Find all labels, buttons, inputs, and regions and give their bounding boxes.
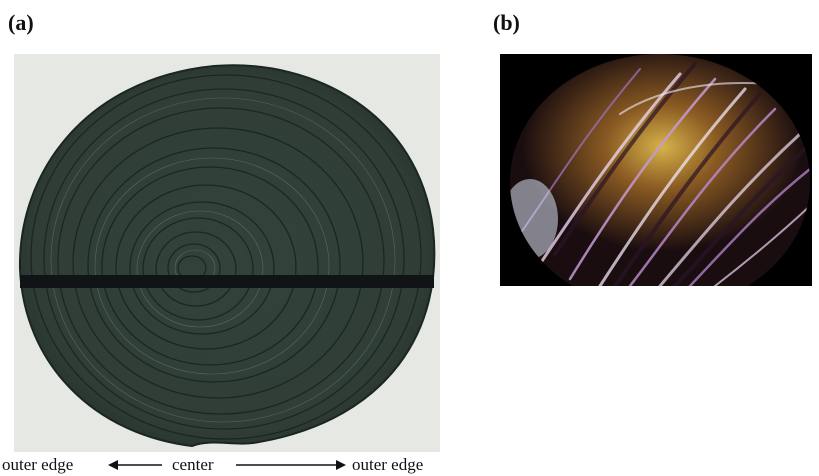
- panel-b-label: (b): [493, 10, 520, 35]
- fiber-streaks: [519, 62, 810, 286]
- panel-a-photo: [14, 54, 440, 452]
- caption-outer-edge-right: outer edge: [352, 455, 424, 474]
- wound-roll-cross-section: [14, 54, 440, 452]
- winding-layers: [30, 74, 422, 440]
- dark-band: [20, 275, 434, 288]
- roll-disk: [18, 64, 436, 448]
- orientation-caption: outer edge center outer edge: [0, 453, 460, 476]
- panel-b-photo: [500, 54, 812, 286]
- panel-a-label: (a): [8, 10, 34, 35]
- caption-outer-edge-left: outer edge: [2, 455, 74, 474]
- micrograph: [500, 54, 812, 286]
- arrow-left-icon: [108, 460, 162, 470]
- arrow-right-icon: [236, 460, 346, 470]
- caption-center: center: [172, 455, 214, 474]
